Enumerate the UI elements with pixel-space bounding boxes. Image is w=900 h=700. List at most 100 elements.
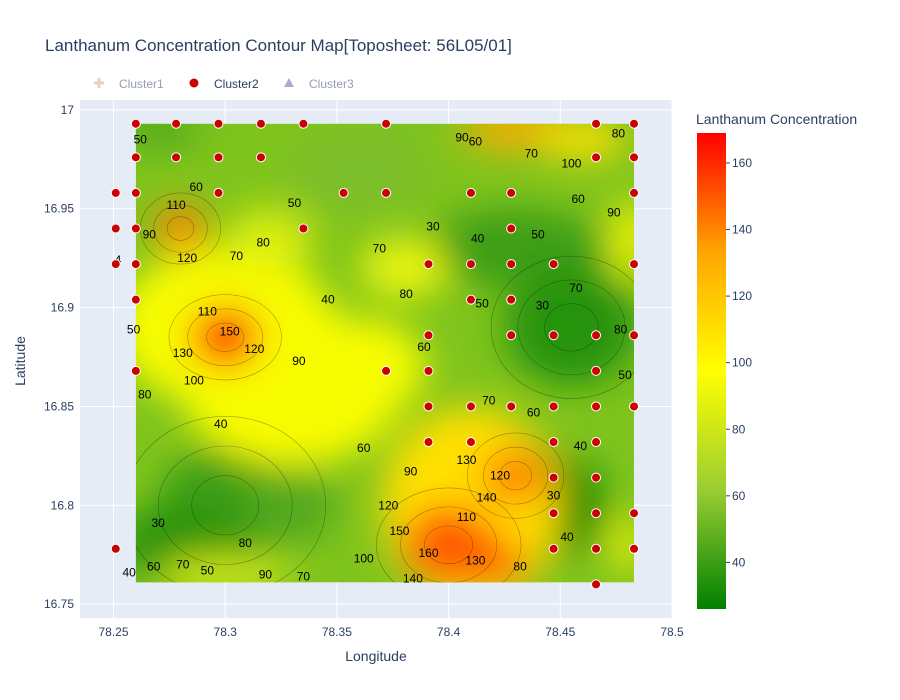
cluster2-point[interactable]	[213, 152, 224, 163]
contour-label: 60	[189, 180, 203, 194]
legend[interactable]: Cluster1 Cluster2 Cluster3	[94, 77, 354, 91]
cluster2-point[interactable]	[465, 294, 476, 305]
cluster2-point[interactable]	[338, 187, 349, 198]
contour-label: 80	[399, 287, 413, 301]
contour-blob	[437, 536, 527, 583]
cluster2-point[interactable]	[381, 187, 392, 198]
cluster2-point[interactable]	[548, 401, 559, 412]
cluster2-point[interactable]	[465, 187, 476, 198]
contour-line	[375, 487, 522, 583]
cluster2-point[interactable]	[298, 223, 309, 234]
y-tick-label: 16.75	[44, 597, 74, 611]
cluster2-point[interactable]	[506, 187, 517, 198]
cluster2-point[interactable]	[110, 543, 121, 554]
cluster2-point[interactable]	[591, 118, 602, 129]
cluster2-point[interactable]	[548, 543, 559, 554]
cluster2-point[interactable]	[423, 259, 434, 270]
contour-blob	[359, 238, 449, 298]
cluster2-point[interactable]	[629, 401, 640, 412]
cluster2-point[interactable]	[591, 472, 602, 483]
cluster2-point[interactable]	[629, 508, 640, 519]
cluster2-point[interactable]	[130, 365, 141, 376]
cluster2-point[interactable]	[548, 472, 559, 483]
cluster2-point[interactable]	[423, 365, 434, 376]
contour-blob	[158, 554, 293, 583]
cluster2-point[interactable]	[381, 365, 392, 376]
cluster2-point[interactable]	[381, 118, 392, 129]
colorbar-gradient	[697, 133, 726, 609]
legend-item-cluster1[interactable]: Cluster1	[94, 77, 164, 91]
cluster2-point[interactable]	[130, 259, 141, 270]
contour-label: 60	[417, 340, 431, 354]
y-tick-label: 16.8	[51, 498, 75, 512]
cluster2-point[interactable]	[423, 330, 434, 341]
colorbar-tick-label: 120	[732, 289, 752, 303]
cluster2-point[interactable]	[548, 508, 559, 519]
cluster2-point[interactable]	[506, 294, 517, 305]
cluster2-point[interactable]	[629, 187, 640, 198]
cluster2-point[interactable]	[629, 152, 640, 163]
cluster2-point[interactable]	[506, 330, 517, 341]
contour-line	[483, 446, 549, 505]
cluster2-point[interactable]	[591, 401, 602, 412]
cluster2-point[interactable]	[171, 118, 182, 129]
cluster2-point[interactable]	[591, 508, 602, 519]
contour-label: 70	[297, 569, 311, 583]
cross-icon	[94, 78, 104, 88]
contour-label: 50	[288, 196, 302, 210]
cluster2-point[interactable]	[130, 223, 141, 234]
colorbar-tick-label: 40	[732, 555, 746, 569]
triangle-icon	[284, 78, 294, 87]
legend-item-cluster3[interactable]: Cluster3	[284, 77, 354, 91]
cluster2-point[interactable]	[506, 259, 517, 270]
cluster2-point[interactable]	[110, 223, 121, 234]
contour-line	[490, 255, 635, 399]
cluster2-point[interactable]	[465, 401, 476, 412]
cluster2-point[interactable]	[548, 259, 559, 270]
cluster2-point[interactable]	[213, 118, 224, 129]
contour-blob	[292, 129, 427, 209]
cluster2-point[interactable]	[591, 365, 602, 376]
cluster2-point[interactable]	[465, 437, 476, 448]
contour-label: 100	[354, 552, 374, 566]
contour-label: 60	[147, 560, 161, 574]
contour-label: 80	[239, 536, 253, 550]
y-tick-label: 17	[61, 103, 75, 117]
cluster2-point[interactable]	[255, 118, 266, 129]
cluster2-point[interactable]	[629, 118, 640, 129]
cluster2-point[interactable]	[130, 152, 141, 163]
cluster2-point[interactable]	[591, 437, 602, 448]
cluster2-point[interactable]	[548, 330, 559, 341]
cluster2-point[interactable]	[130, 294, 141, 305]
contour-label: 80	[257, 235, 271, 249]
x-tick-label: 78.3	[214, 625, 238, 639]
cluster2-point[interactable]	[171, 152, 182, 163]
contour-label: 90	[259, 568, 273, 582]
cluster2-point[interactable]	[255, 152, 266, 163]
contour-label: 90	[404, 465, 418, 479]
cluster2-point[interactable]	[110, 187, 121, 198]
cluster2-point[interactable]	[110, 259, 121, 270]
x-tick-label: 78.35	[322, 625, 352, 639]
cluster2-point[interactable]	[465, 259, 476, 270]
chart-title: Lanthanum Concentration Contour Map[Topo…	[45, 36, 512, 55]
cluster2-point[interactable]	[591, 330, 602, 341]
cluster2-point[interactable]	[213, 187, 224, 198]
cluster2-point[interactable]	[423, 401, 434, 412]
cluster2-point[interactable]	[130, 187, 141, 198]
legend-item-cluster2[interactable]: Cluster2	[189, 77, 260, 91]
cluster2-point[interactable]	[506, 401, 517, 412]
cluster2-point[interactable]	[591, 579, 602, 590]
cluster2-point[interactable]	[298, 118, 309, 129]
cluster2-point[interactable]	[130, 118, 141, 129]
cluster2-point[interactable]	[629, 330, 640, 341]
contour-label: 70	[176, 558, 190, 572]
contour-label: 70	[482, 394, 496, 408]
cluster2-point[interactable]	[423, 437, 434, 448]
cluster2-point[interactable]	[506, 223, 517, 234]
cluster2-point[interactable]	[591, 543, 602, 554]
cluster2-point[interactable]	[629, 259, 640, 270]
cluster2-point[interactable]	[629, 543, 640, 554]
cluster2-point[interactable]	[548, 437, 559, 448]
cluster2-point[interactable]	[591, 152, 602, 163]
